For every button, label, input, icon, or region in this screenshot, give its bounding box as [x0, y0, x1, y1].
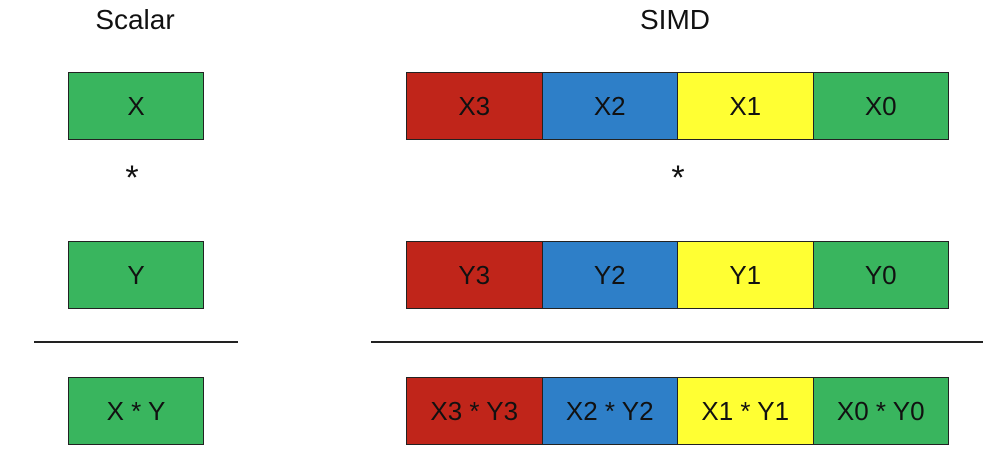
- simd-multiply-operator: *: [671, 159, 685, 197]
- simd-x-lane-3: X3: [407, 73, 542, 139]
- simd-heading: SIMD: [640, 4, 710, 35]
- simd-y-lane-0: Y0: [812, 242, 948, 308]
- simd-x-register: X3 X2 X1 X0: [406, 72, 949, 140]
- scalar-heading: Scalar: [95, 4, 175, 35]
- simd-result-divider: [371, 341, 983, 343]
- scalar-y-value: Y: [69, 242, 203, 308]
- simd-x-lane-0: X0: [812, 73, 948, 139]
- simd-x-lane-1: X1: [677, 73, 813, 139]
- simd-result-lane-0: X0 * Y0: [812, 378, 948, 444]
- scalar-x-register: X: [68, 72, 204, 140]
- simd-result-register: X3 * Y3 X2 * Y2 X1 * Y1 X0 * Y0: [406, 377, 949, 445]
- simd-x-lane-2: X2: [541, 73, 677, 139]
- simd-y-register: Y3 Y2 Y1 Y0: [406, 241, 949, 309]
- simd-y-lane-1: Y1: [677, 242, 813, 308]
- simd-result-lane-2: X2 * Y2: [541, 378, 677, 444]
- simd-result-lane-3: X3 * Y3: [407, 378, 542, 444]
- simd-y-lane-3: Y3: [407, 242, 542, 308]
- simd-result-lane-1: X1 * Y1: [677, 378, 813, 444]
- simd-y-lane-2: Y2: [541, 242, 677, 308]
- scalar-result-register: X * Y: [68, 377, 204, 445]
- scalar-y-register: Y: [68, 241, 204, 309]
- scalar-result-value: X * Y: [69, 378, 203, 444]
- scalar-x-value: X: [69, 73, 203, 139]
- scalar-result-divider: [34, 341, 238, 343]
- scalar-multiply-operator: *: [125, 159, 139, 197]
